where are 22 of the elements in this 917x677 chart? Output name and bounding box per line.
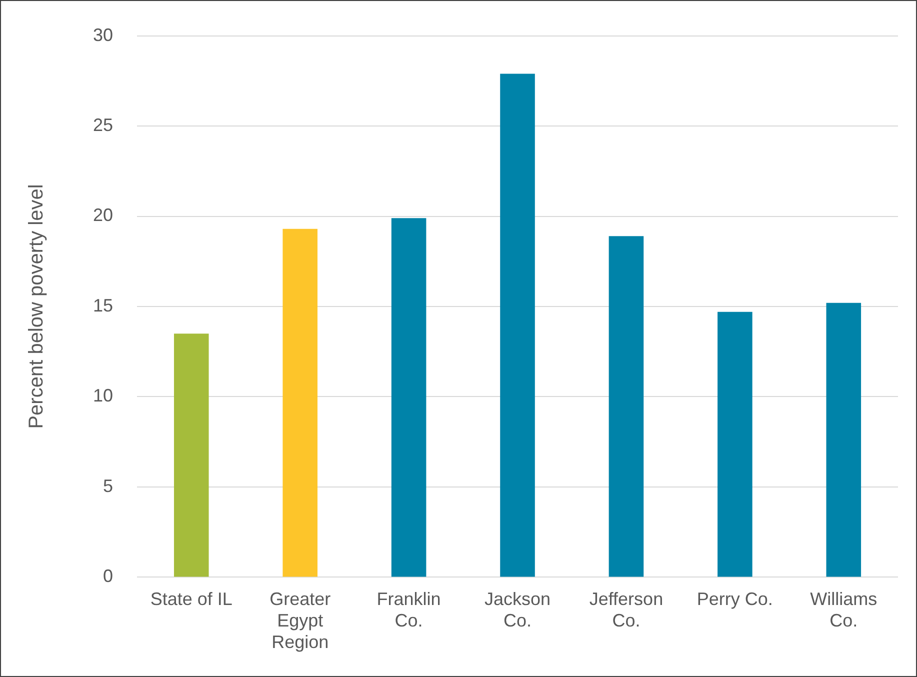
bar <box>174 334 209 577</box>
bar <box>718 312 752 577</box>
x-tick-label: Franklin Co. <box>376 588 441 631</box>
y-tick-label: 20 <box>92 205 114 226</box>
bar <box>826 302 862 577</box>
bar <box>282 228 318 577</box>
y-tick-label: 25 <box>92 115 114 135</box>
y-axis-title: Percent below poverty level <box>26 184 48 429</box>
y-tick-label: 10 <box>92 386 114 406</box>
x-tick-label: Williams Co. <box>810 588 878 631</box>
bar <box>391 218 426 577</box>
bar <box>500 74 535 577</box>
x-tick-label: Jefferson Co. <box>589 588 664 631</box>
y-tick-label: 15 <box>92 295 114 316</box>
y-tick-label: 30 <box>92 24 114 45</box>
x-tick-label: Perry Co. <box>696 588 773 609</box>
x-tick-label: Greater Egypt Region <box>270 588 331 652</box>
y-tick-label: 5 <box>103 476 114 496</box>
y-tick-label: 0 <box>103 566 114 586</box>
bar <box>608 236 644 577</box>
x-tick-label: State of IL <box>150 588 232 609</box>
x-tick-label: Jackson Co. <box>484 588 551 631</box>
